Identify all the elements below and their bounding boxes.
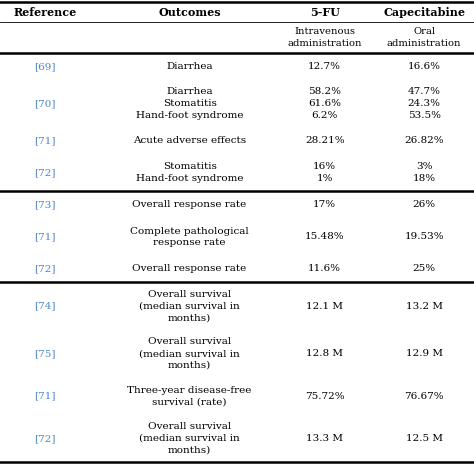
Text: 13.3 M: 13.3 M — [306, 434, 343, 443]
Text: 17%: 17% — [313, 201, 336, 210]
Text: 16%
1%: 16% 1% — [313, 163, 336, 183]
Text: 5-FU: 5-FU — [310, 7, 340, 18]
Text: Oral
administration: Oral administration — [387, 27, 462, 48]
Text: Overall survival
(median survival in
months): Overall survival (median survival in mon… — [139, 337, 240, 370]
Text: Intravenous
administration: Intravenous administration — [287, 27, 362, 48]
Text: [75]: [75] — [34, 349, 56, 358]
Text: Diarrhea: Diarrhea — [166, 62, 213, 71]
Text: [72]: [72] — [34, 264, 56, 273]
Text: Overall survival
(median survival in
months): Overall survival (median survival in mon… — [139, 422, 240, 455]
Text: 12.7%: 12.7% — [308, 62, 341, 71]
Text: [74]: [74] — [34, 301, 56, 310]
Text: 47.7%
24.3%
53.5%: 47.7% 24.3% 53.5% — [408, 87, 441, 120]
Text: [71]: [71] — [34, 232, 56, 241]
Text: [71]: [71] — [34, 137, 56, 146]
Text: 28.21%: 28.21% — [305, 137, 345, 146]
Text: [73]: [73] — [34, 201, 56, 210]
Text: 13.2 M: 13.2 M — [406, 301, 443, 310]
Text: [70]: [70] — [34, 99, 56, 108]
Text: [72]: [72] — [34, 168, 56, 177]
Text: Overall survival
(median survival in
months): Overall survival (median survival in mon… — [139, 290, 240, 322]
Text: 76.67%: 76.67% — [404, 392, 444, 401]
Text: 3%
18%: 3% 18% — [413, 163, 436, 183]
Text: Stomatitis
Hand-foot syndrome: Stomatitis Hand-foot syndrome — [136, 163, 243, 183]
Text: 26%: 26% — [413, 201, 436, 210]
Text: Overall response rate: Overall response rate — [132, 201, 247, 210]
Text: 26.82%: 26.82% — [404, 137, 444, 146]
Text: Outcomes: Outcomes — [158, 7, 221, 18]
Text: Acute adverse effects: Acute adverse effects — [133, 137, 246, 146]
Text: 19.53%: 19.53% — [404, 232, 444, 241]
Text: 12.1 M: 12.1 M — [306, 301, 343, 310]
Text: 15.48%: 15.48% — [305, 232, 345, 241]
Text: Complete pathological
response rate: Complete pathological response rate — [130, 227, 249, 247]
Text: Three-year disease-free
survival (rate): Three-year disease-free survival (rate) — [128, 386, 252, 406]
Text: 58.2%
61.6%
6.2%: 58.2% 61.6% 6.2% — [308, 87, 341, 120]
Text: Diarrhea
Stomatitis
Hand-foot syndrome: Diarrhea Stomatitis Hand-foot syndrome — [136, 87, 243, 120]
Text: Reference: Reference — [13, 7, 77, 18]
Text: [71]: [71] — [34, 392, 56, 401]
Text: 75.72%: 75.72% — [305, 392, 345, 401]
Text: 12.8 M: 12.8 M — [306, 349, 343, 358]
Text: 12.9 M: 12.9 M — [406, 349, 443, 358]
Text: [69]: [69] — [34, 62, 56, 71]
Text: Overall response rate: Overall response rate — [132, 264, 247, 273]
Text: 25%: 25% — [413, 264, 436, 273]
Text: [72]: [72] — [34, 434, 56, 443]
Text: 16.6%: 16.6% — [408, 62, 441, 71]
Text: Capecitabine: Capecitabine — [383, 7, 465, 18]
Text: 12.5 M: 12.5 M — [406, 434, 443, 443]
Text: 11.6%: 11.6% — [308, 264, 341, 273]
